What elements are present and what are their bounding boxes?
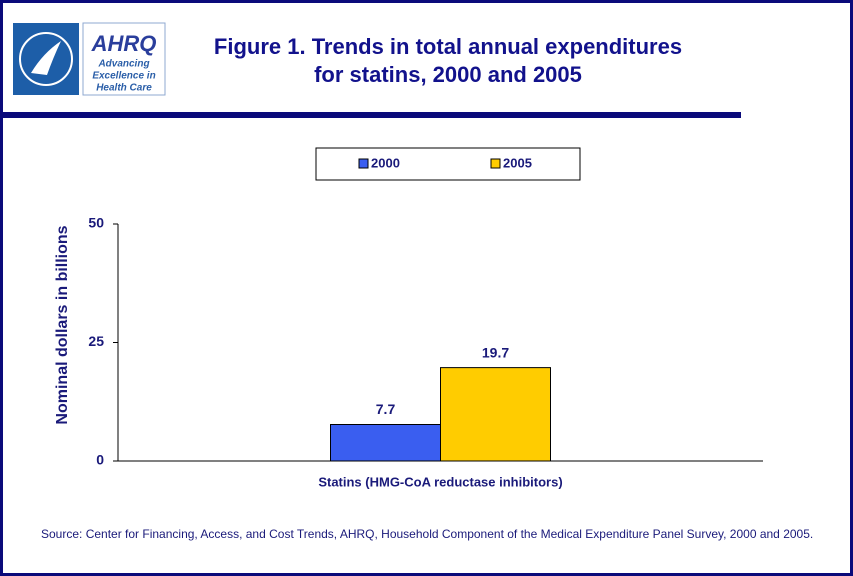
y-tick-label: 50 (88, 215, 104, 231)
logo-tagline: Excellence in (92, 71, 155, 82)
legend-swatch (358, 158, 369, 169)
bar (330, 424, 441, 462)
legend-label: 2005 (503, 155, 532, 170)
logo-name: AHRQ (91, 31, 157, 56)
chart-title: Figure 1. Trends in total annual expendi… (213, 34, 683, 87)
value-label: 7.7 (376, 401, 396, 417)
legend-label: 2000 (371, 155, 400, 170)
y-axis-label: Nominal dollars in billions (54, 225, 71, 424)
source-note: Source: Center for Financing, Access, an… (41, 527, 814, 541)
legend (315, 147, 581, 181)
legend-swatch (490, 158, 501, 169)
bar (440, 367, 551, 462)
value-label: 19.7 (482, 344, 509, 360)
y-tick-label: 0 (96, 452, 104, 468)
chart: AHRQ Advancing Excellence in Health Care… (3, 22, 763, 489)
x-tick-label: Statins (HMG-CoA reductase inhibitors) (318, 474, 562, 489)
ahrq-logo (82, 22, 166, 96)
y-tick-label: 25 (88, 333, 104, 349)
logo-tagline: Advancing (97, 59, 149, 70)
header-rule (3, 112, 741, 118)
hhs-seal (19, 32, 73, 86)
logo-tagline: Health Care (96, 83, 152, 94)
hhs-eagle (31, 41, 61, 75)
